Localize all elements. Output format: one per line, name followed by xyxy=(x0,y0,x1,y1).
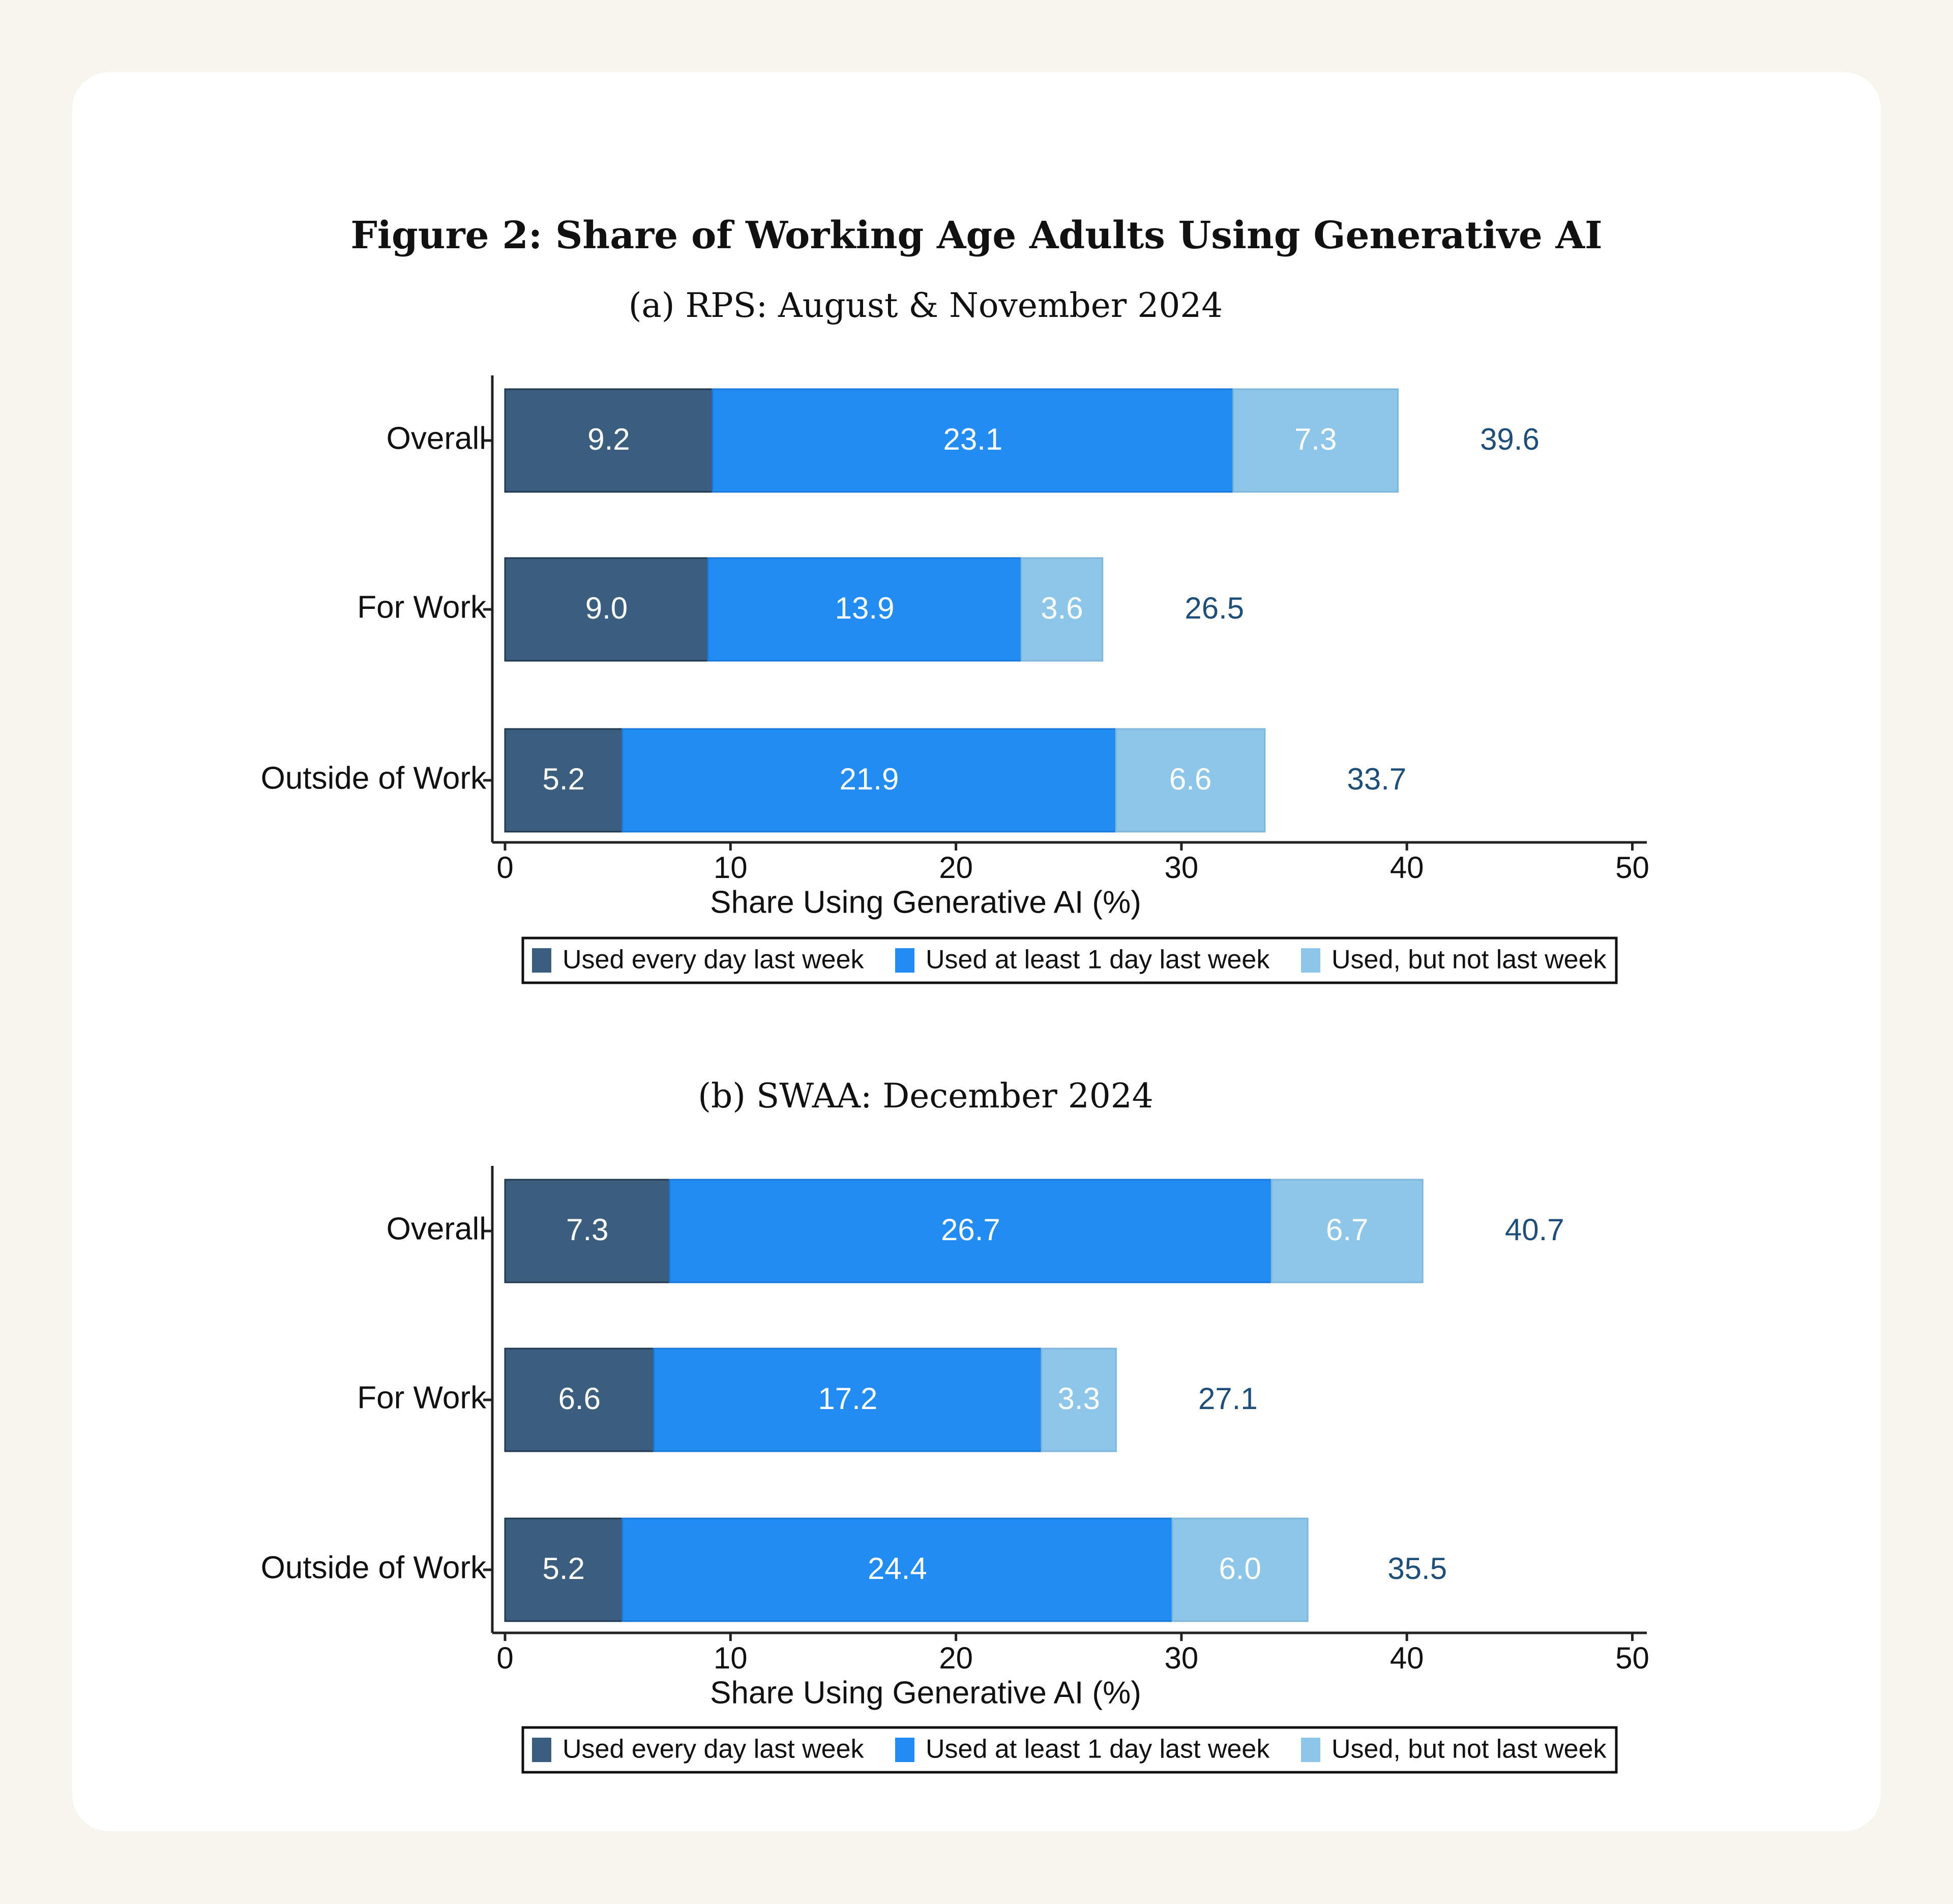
total-value-label: 33.7 xyxy=(1347,762,1407,796)
bar-value-label: 17.2 xyxy=(818,1382,877,1416)
bar-used-not-last-week xyxy=(1171,1517,1309,1622)
panel-a: (a) RPS: August & November 2024 0 10 20 30 40… xyxy=(261,286,1649,984)
category-label: For Work xyxy=(357,590,487,625)
x-axis-title: Share Using Generative AI (%) xyxy=(710,885,1141,920)
bar-used-at-least-1-day xyxy=(622,728,1117,833)
x-tick-label: 20 xyxy=(939,1641,973,1675)
bar-value-label: 5.2 xyxy=(543,1551,585,1586)
legend: Used every day last week Used at least 1 … xyxy=(521,936,1618,984)
total-value-label: 40.7 xyxy=(1505,1213,1564,1247)
x-tick-label: 30 xyxy=(1165,1641,1199,1675)
panel-b-title: (b) SWAA: December 2024 xyxy=(698,1076,1153,1116)
x-tick-label: 30 xyxy=(1165,851,1199,885)
bar-value-label: 6.0 xyxy=(1219,1551,1261,1586)
bar-used-at-least-1-day xyxy=(707,557,1022,662)
category-label: Overall xyxy=(387,1211,486,1246)
bar-used-at-least-1-day xyxy=(653,1348,1043,1452)
figure-title: Figure 2: Share of Working Age Adults Us… xyxy=(350,214,1603,257)
legend-swatch-used-at-least-1-day xyxy=(895,1738,914,1762)
total-value-label: 26.5 xyxy=(1185,591,1244,625)
bar-used-not-last-week xyxy=(1270,1179,1424,1283)
legend-label-used-at-least-1-day: Used at least 1 day last week xyxy=(926,945,1270,975)
bar-value-label: 7.3 xyxy=(566,1213,608,1247)
x-tick-label: 10 xyxy=(714,1641,748,1675)
bar-value-label: 24.4 xyxy=(868,1551,927,1586)
bar-value-label: 26.7 xyxy=(941,1213,1000,1247)
legend-label-used-not-last-week: Used, but not last week xyxy=(1331,1735,1607,1764)
legend: Used every day last week Used at least 1 … xyxy=(521,1726,1618,1774)
bar-value-label: 23.1 xyxy=(943,422,1002,456)
bar-used-not-last-week xyxy=(1020,557,1104,662)
legend-swatch-used-every-day xyxy=(532,948,551,973)
bar-value-label: 9.0 xyxy=(585,591,628,625)
legend-label-used-every-day: Used every day last week xyxy=(563,1735,864,1764)
legend-swatch-used-every-day xyxy=(532,1738,551,1762)
bar-used-every-day xyxy=(504,1517,624,1622)
bar-used-not-last-week xyxy=(1232,388,1399,493)
x-tick-label: 0 xyxy=(496,851,513,885)
bar-used-every-day xyxy=(504,557,709,662)
legend-label-used-not-last-week: Used, but not last week xyxy=(1331,945,1607,975)
legend-label-used-at-least-1-day: Used at least 1 day last week xyxy=(926,1735,1270,1764)
x-axis-title: Share Using Generative AI (%) xyxy=(710,1675,1141,1710)
legend-swatch-used-not-last-week xyxy=(1301,1738,1320,1762)
bar-value-label: 9.2 xyxy=(587,422,630,456)
bar-value-label: 5.2 xyxy=(543,762,585,796)
bar-value-label: 6.7 xyxy=(1326,1213,1368,1247)
bar-value-label: 3.3 xyxy=(1057,1382,1100,1416)
category-label: Outside of Work xyxy=(261,760,487,796)
bar-value-label: 6.6 xyxy=(558,1382,601,1416)
category-label: Outside of Work xyxy=(261,1550,487,1585)
x-tick-label: 0 xyxy=(496,1641,513,1675)
bar-value-label: 7.3 xyxy=(1294,422,1337,456)
bar-used-at-least-1-day xyxy=(669,1179,1273,1283)
bar-used-every-day xyxy=(504,388,714,493)
x-tick-label: 40 xyxy=(1390,851,1424,885)
panel-b: (b) SWAA: December 2024 0 10 20 30 40 50 Share … xyxy=(261,1076,1649,1774)
bar-used-not-last-week xyxy=(1115,728,1266,833)
legend-label-used-every-day: Used every day last week xyxy=(563,945,864,975)
x-tick-label: 40 xyxy=(1390,1641,1424,1675)
x-tick-label: 20 xyxy=(939,851,973,885)
category-label: Overall xyxy=(387,421,486,456)
legend-box xyxy=(521,1726,1618,1774)
bar-value-label: 13.9 xyxy=(835,591,895,625)
panel-a-title: (a) RPS: August & November 2024 xyxy=(629,286,1223,325)
legend-box xyxy=(521,936,1618,984)
bar-value-label: 6.6 xyxy=(1169,762,1211,796)
category-label: For Work xyxy=(357,1380,487,1415)
total-value-label: 39.6 xyxy=(1480,422,1540,456)
total-value-label: 35.5 xyxy=(1387,1551,1447,1586)
x-tick-label: 50 xyxy=(1615,1641,1649,1675)
x-tick-label: 50 xyxy=(1615,851,1649,885)
bar-value-label: 21.9 xyxy=(840,762,899,796)
bar-used-at-least-1-day xyxy=(622,1517,1173,1622)
bar-used-every-day xyxy=(504,728,624,833)
bar-used-not-last-week xyxy=(1041,1348,1117,1452)
total-value-label: 27.1 xyxy=(1198,1382,1258,1416)
bar-value-label: 3.6 xyxy=(1041,591,1083,625)
bar-used-every-day xyxy=(504,1348,655,1452)
x-tick-label: 10 xyxy=(714,851,748,885)
bar-used-every-day xyxy=(504,1179,671,1283)
legend-swatch-used-not-last-week xyxy=(1301,948,1320,973)
legend-swatch-used-at-least-1-day xyxy=(895,948,914,973)
